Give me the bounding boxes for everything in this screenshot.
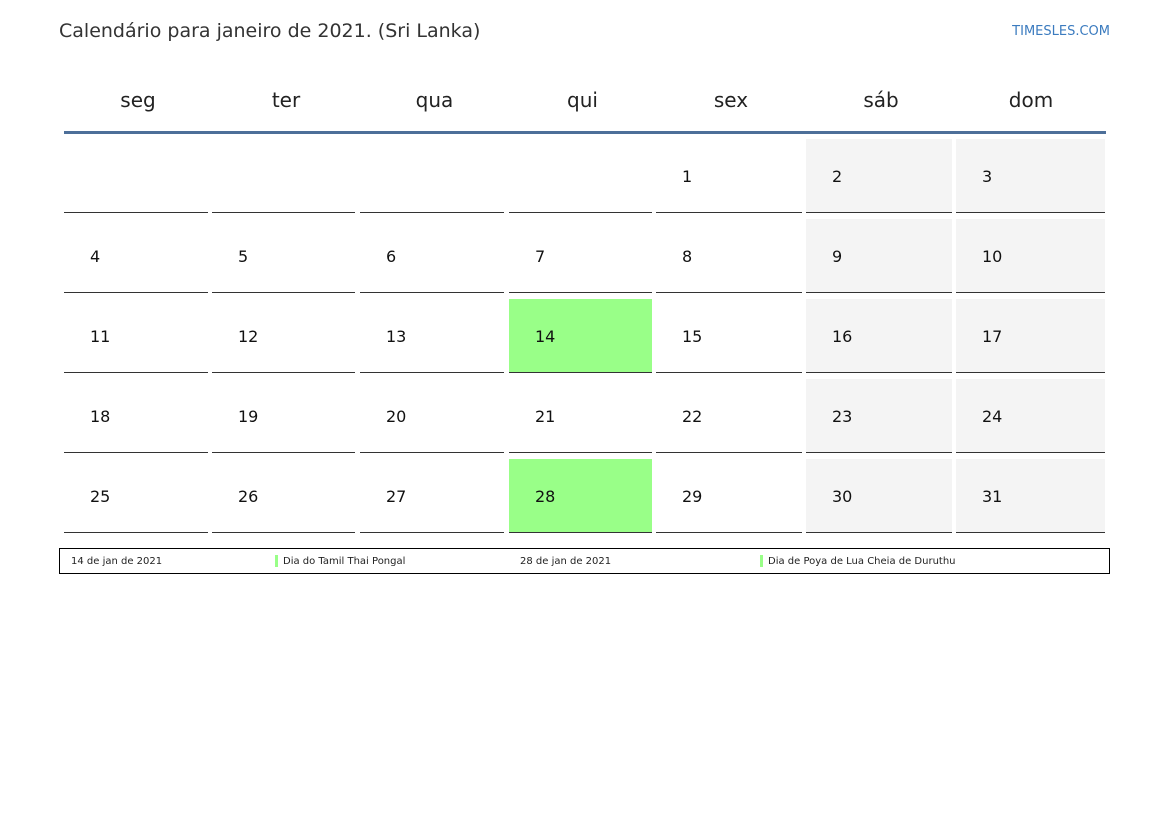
- day-cell: 17: [956, 299, 1105, 373]
- calendar-week: 18 19 20 21 22 23 24: [64, 379, 1106, 459]
- weekday-wed: qua: [415, 88, 454, 112]
- day-cell: 20: [360, 379, 504, 453]
- day-number: 11: [90, 327, 111, 346]
- day-number: 6: [386, 247, 397, 266]
- day-number: 26: [238, 487, 259, 506]
- day-cell: 10: [956, 219, 1105, 293]
- day-cell: 5: [212, 219, 355, 293]
- empty-day-cell: [64, 139, 208, 213]
- day-cell: 8: [656, 219, 802, 293]
- holiday-swatch: [275, 555, 278, 567]
- day-cell: 19: [212, 379, 355, 453]
- day-cell: 25: [64, 459, 208, 533]
- day-number: 29: [682, 487, 703, 506]
- day-number: 3: [982, 167, 993, 186]
- day-number: 18: [90, 407, 111, 426]
- day-cell: 29: [656, 459, 802, 533]
- day-cell: 2: [806, 139, 952, 213]
- day-cell: 22: [656, 379, 802, 453]
- day-cell: 21: [509, 379, 652, 453]
- calendar-grid: 1 2 3 4 5 6 7 8 9 10 11 12 13 14 15 16 17 18 19 20 21 22 23 24 2…: [64, 139, 1106, 539]
- weekday-sun: dom: [1008, 88, 1054, 112]
- day-number: 2: [832, 167, 843, 186]
- day-cell: 31: [956, 459, 1105, 533]
- day-number: 14: [535, 327, 556, 346]
- calendar-week: 1 2 3: [64, 139, 1106, 219]
- day-number: 12: [238, 327, 259, 346]
- day-cell: 26: [212, 459, 355, 533]
- day-number: 16: [832, 327, 853, 346]
- day-number: 4: [90, 247, 101, 266]
- day-number: 23: [832, 407, 853, 426]
- day-number: 20: [386, 407, 407, 426]
- holiday-day-cell: 14: [509, 299, 652, 373]
- day-cell: 3: [956, 139, 1105, 213]
- day-number: 9: [832, 247, 843, 266]
- day-number: 31: [982, 487, 1003, 506]
- day-number: 5: [238, 247, 249, 266]
- day-number: 13: [386, 327, 407, 346]
- day-number: 8: [682, 247, 693, 266]
- legend-date: 14 de jan de 2021: [71, 555, 163, 567]
- day-cell: 13: [360, 299, 504, 373]
- day-number: 17: [982, 327, 1003, 346]
- day-number: 25: [90, 487, 111, 506]
- calendar-week: 25 26 27 28 29 30 31: [64, 459, 1106, 539]
- calendar-week: 11 12 13 14 15 16 17: [64, 299, 1106, 379]
- weekday-header: seg ter qua qui sex sáb dom: [64, 78, 1106, 132]
- day-number: 7: [535, 247, 546, 266]
- day-cell: 1: [656, 139, 802, 213]
- day-number: 19: [238, 407, 259, 426]
- day-number: 1: [682, 167, 693, 186]
- day-cell: 7: [509, 219, 652, 293]
- holiday-legend: 14 de jan de 2021 Dia do Tamil Thai Pong…: [59, 548, 1110, 574]
- holiday-swatch: [760, 555, 763, 567]
- header-divider: [64, 131, 1106, 134]
- day-cell: 23: [806, 379, 952, 453]
- day-cell: 4: [64, 219, 208, 293]
- legend-date: 28 de jan de 2021: [520, 555, 612, 567]
- day-number: 28: [535, 487, 556, 506]
- page-title: Calendário para janeiro de 2021. (Sri La…: [59, 20, 481, 42]
- day-cell: 16: [806, 299, 952, 373]
- day-number: 10: [982, 247, 1003, 266]
- day-number: 27: [386, 487, 407, 506]
- day-cell: 27: [360, 459, 504, 533]
- weekday-mon: seg: [120, 88, 156, 112]
- empty-day-cell: [212, 139, 355, 213]
- day-number: 21: [535, 407, 556, 426]
- day-number: 24: [982, 407, 1003, 426]
- day-cell: 18: [64, 379, 208, 453]
- empty-day-cell: [509, 139, 652, 213]
- day-cell: 24: [956, 379, 1105, 453]
- calendar-week: 4 5 6 7 8 9 10: [64, 219, 1106, 299]
- holiday-day-cell: 28: [509, 459, 652, 533]
- legend-holiday: Dia do Tamil Thai Pongal: [275, 549, 405, 573]
- weekday-thu: qui: [567, 88, 598, 112]
- day-cell: 9: [806, 219, 952, 293]
- weekday-sat: sáb: [863, 88, 899, 112]
- day-number: 22: [682, 407, 703, 426]
- brand-link[interactable]: TIMESLES.COM: [1012, 24, 1110, 39]
- weekday-fri: sex: [713, 88, 749, 112]
- day-cell: 12: [212, 299, 355, 373]
- empty-day-cell: [360, 139, 504, 213]
- day-cell: 11: [64, 299, 208, 373]
- day-cell: 15: [656, 299, 802, 373]
- day-number: 15: [682, 327, 703, 346]
- day-cell: 30: [806, 459, 952, 533]
- day-cell: 6: [360, 219, 504, 293]
- legend-holiday: Dia de Poya de Lua Cheia de Duruthu: [760, 549, 956, 573]
- day-number: 30: [832, 487, 853, 506]
- weekday-tue: ter: [271, 88, 301, 112]
